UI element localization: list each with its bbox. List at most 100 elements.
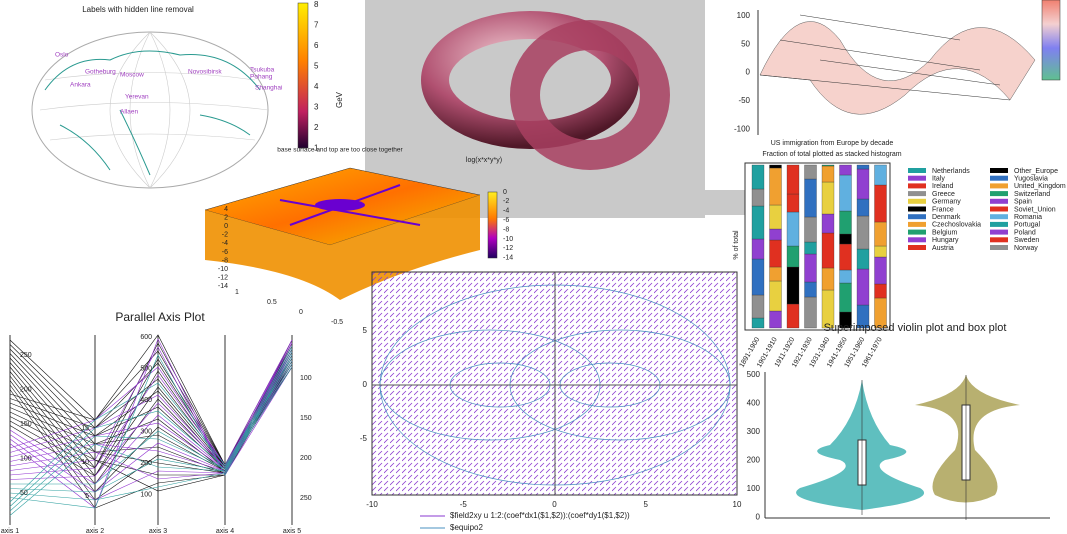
x-tick-label: -5 bbox=[460, 500, 468, 509]
bar-segment bbox=[769, 310, 782, 329]
bar-segment bbox=[751, 238, 765, 260]
legend-label: Italy bbox=[932, 176, 945, 183]
legend-key bbox=[990, 175, 1008, 181]
tick-label: 6 bbox=[314, 41, 319, 50]
tick-label: -4 bbox=[222, 240, 228, 247]
y-tick-label: -5 bbox=[360, 434, 368, 443]
bar-segment bbox=[769, 228, 782, 241]
polyline-record bbox=[9, 345, 293, 466]
title: US immigration from Europe by decade bbox=[771, 140, 894, 147]
tick-label: 1 bbox=[314, 144, 319, 153]
tick-label: 8 bbox=[314, 0, 319, 9]
bar-segment bbox=[821, 181, 835, 215]
bar-segment bbox=[839, 233, 852, 245]
tick-label: 1 bbox=[235, 289, 239, 296]
legend-key bbox=[990, 198, 1008, 204]
x-tick-label: 5 bbox=[644, 500, 649, 509]
tick-label: 100 bbox=[300, 375, 312, 382]
bar-segment bbox=[804, 216, 817, 243]
bar-segment bbox=[786, 211, 800, 247]
legend-label: Germany bbox=[932, 199, 961, 206]
legend-key bbox=[990, 206, 1008, 212]
colorbar-label: GeV bbox=[335, 91, 344, 108]
bar-segment bbox=[839, 174, 852, 212]
tick-label: -100 bbox=[734, 124, 751, 133]
tick-label: 0 bbox=[746, 68, 751, 77]
legend-key bbox=[990, 245, 1008, 250]
polyline-record bbox=[9, 360, 293, 472]
bar-segment bbox=[821, 267, 835, 291]
legend-label: Denmark bbox=[932, 214, 961, 221]
bar-segment bbox=[769, 204, 782, 230]
bar-segment bbox=[786, 245, 800, 268]
city-label: Pohang bbox=[250, 74, 273, 81]
bar-segment bbox=[804, 241, 817, 255]
legend-label: Switzerland bbox=[1014, 191, 1050, 198]
tick-label: 150 bbox=[20, 421, 32, 428]
torus-ring bbox=[510, 20, 670, 170]
bar-segment bbox=[856, 268, 870, 306]
bar-segment bbox=[839, 269, 852, 284]
city-label: Moscow bbox=[120, 72, 144, 79]
legend-key bbox=[908, 214, 926, 220]
legend-label: Soviet_Union bbox=[1014, 206, 1056, 213]
polyline-record bbox=[9, 354, 293, 509]
legend-label: Romania bbox=[1014, 214, 1042, 221]
tick-label: 5 bbox=[314, 62, 319, 71]
legend-key bbox=[908, 221, 926, 227]
city-label: Tsukuba bbox=[250, 67, 275, 74]
bar-segment bbox=[856, 168, 870, 200]
bar-segment bbox=[804, 296, 817, 329]
tick-label: 250 bbox=[300, 495, 312, 502]
legend-key bbox=[908, 183, 926, 189]
legend-key bbox=[990, 191, 1008, 197]
legend-label: Other_Europe bbox=[1014, 168, 1058, 175]
legend-label: Norway bbox=[1014, 245, 1038, 252]
legend-key bbox=[990, 168, 1008, 173]
panels bbox=[31, 0, 1067, 529]
bar-segment bbox=[751, 205, 765, 240]
tick-label: 15 bbox=[81, 425, 89, 432]
legend-key bbox=[908, 229, 926, 235]
tick-label: -4 bbox=[503, 208, 509, 215]
tick-label: 500 bbox=[140, 365, 152, 372]
tick-label: -50 bbox=[738, 96, 750, 105]
polyline-record bbox=[9, 342, 293, 469]
legend-label: Poland bbox=[1014, 229, 1036, 236]
tick-label: 3 bbox=[314, 103, 319, 112]
bar-segment bbox=[786, 193, 800, 213]
bar-segment bbox=[839, 210, 852, 235]
bar-segment bbox=[769, 266, 782, 282]
bar-segment bbox=[804, 164, 817, 180]
legend-label: Netherlands bbox=[932, 168, 970, 175]
polyline-record bbox=[9, 342, 293, 480]
bar-segment bbox=[839, 282, 852, 313]
legend-key bbox=[908, 237, 926, 243]
title: Superimposed violin plot and box plot bbox=[824, 322, 1007, 334]
polyline-record bbox=[9, 357, 293, 503]
polyline-record bbox=[9, 366, 293, 516]
surface-well bbox=[315, 199, 365, 211]
legend-key bbox=[990, 229, 1008, 235]
axis-label: % of total bbox=[733, 230, 740, 260]
y-tick-label: 300 bbox=[747, 427, 761, 436]
bar-segment bbox=[769, 280, 782, 312]
bar-segment bbox=[751, 294, 765, 319]
legend-key bbox=[908, 198, 926, 204]
bar-segment bbox=[856, 198, 870, 217]
legend-label: France bbox=[932, 206, 954, 213]
legend-key bbox=[990, 214, 1008, 220]
bar-segment bbox=[874, 245, 887, 258]
tick-label: 100 bbox=[20, 455, 32, 462]
title: Labels with hidden line removal bbox=[82, 5, 194, 14]
bar-segment bbox=[874, 164, 887, 186]
polyline-record bbox=[9, 358, 293, 469]
bar-segment bbox=[821, 232, 835, 269]
tick-label: 250 bbox=[20, 352, 32, 359]
tick-label: 7 bbox=[314, 21, 319, 30]
bar-segment bbox=[804, 281, 817, 298]
city-label: Novosibirsk bbox=[188, 69, 222, 76]
bar-segment bbox=[856, 248, 870, 270]
tick-label: 300 bbox=[140, 428, 152, 435]
